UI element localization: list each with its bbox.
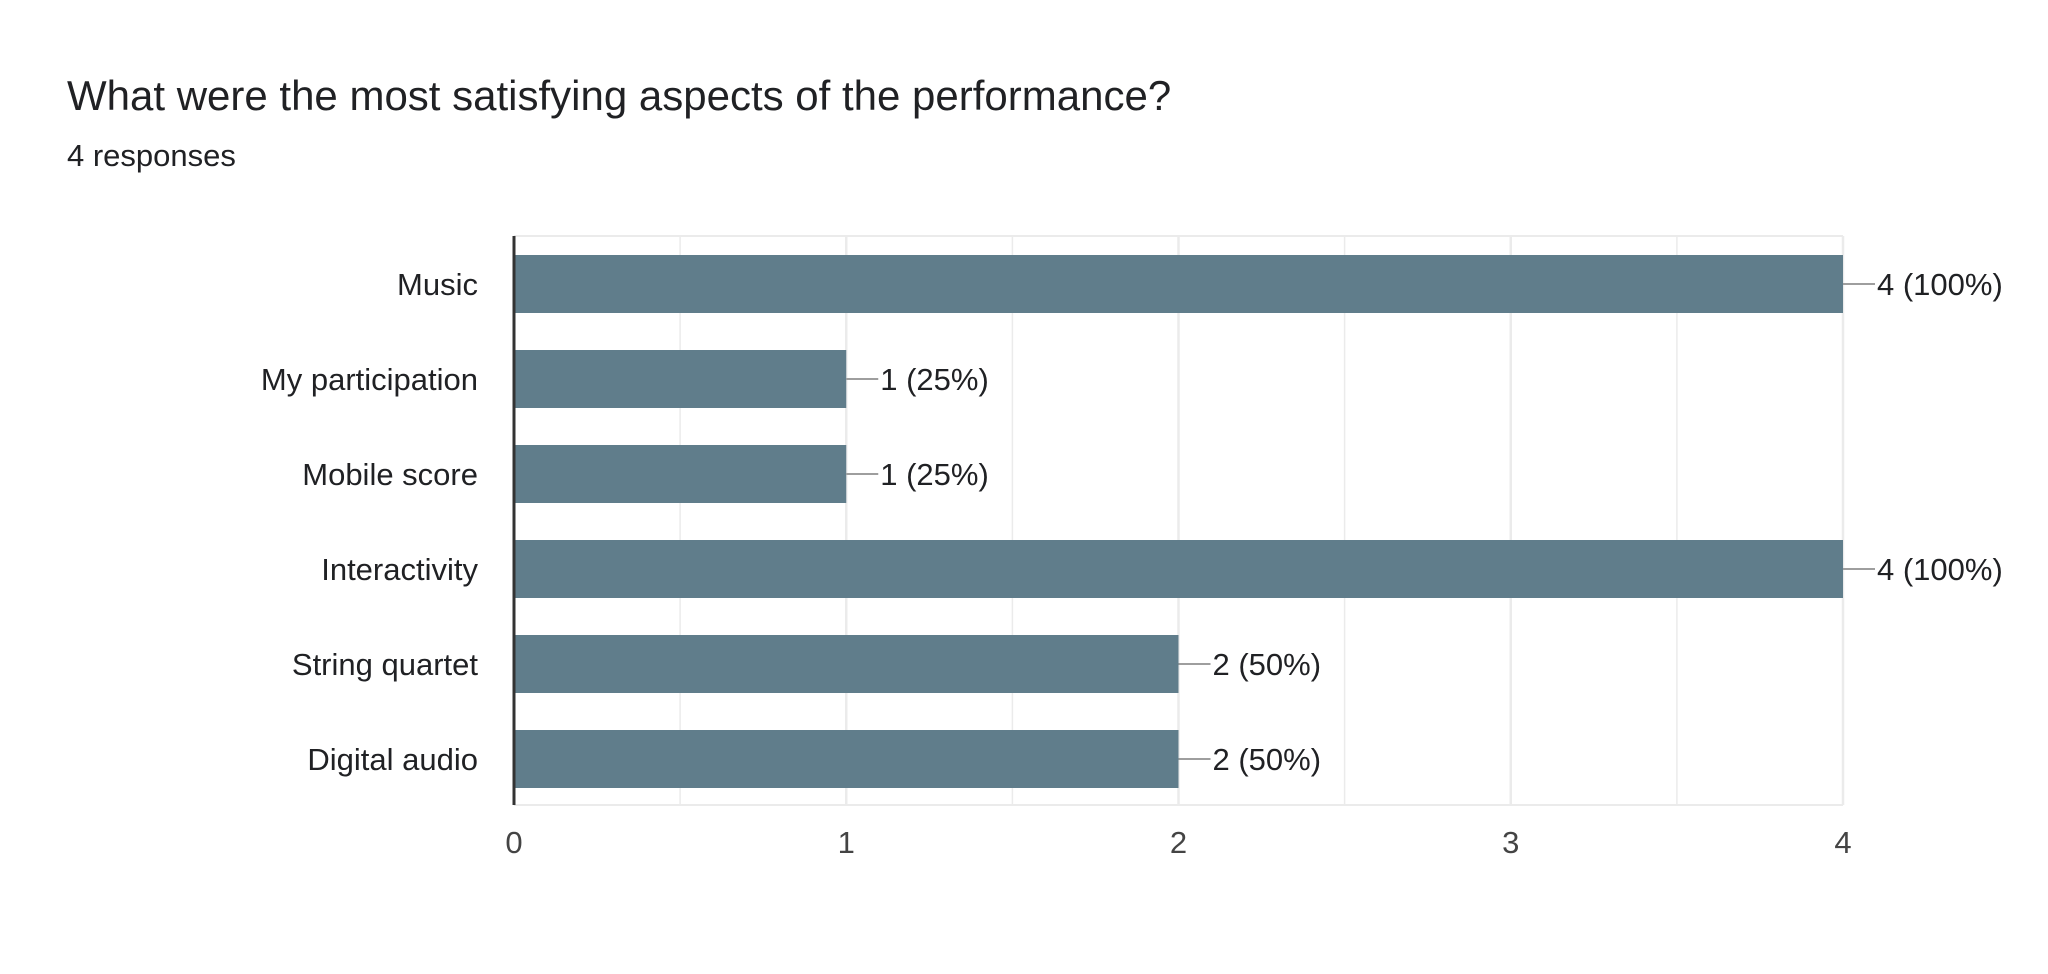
bar-music (514, 255, 1843, 313)
category-label: Interactivity (321, 552, 478, 587)
x-tick-label: 0 (505, 825, 522, 860)
bar-string-quartet (514, 635, 1179, 693)
category-label: String quartet (292, 647, 478, 682)
x-tick-label: 2 (1170, 825, 1187, 860)
data-label: 4 (100%) (1877, 552, 2003, 587)
x-tick-label: 1 (838, 825, 855, 860)
data-label: 2 (50%) (1213, 647, 1322, 682)
bar-digital-audio (514, 730, 1179, 788)
bar-interactivity (514, 540, 1843, 598)
category-label: Digital audio (307, 742, 478, 777)
category-label: My participation (261, 362, 478, 397)
data-label: 1 (25%) (880, 457, 989, 492)
bar-my-participation (514, 350, 847, 408)
x-tick-label: 3 (1502, 825, 1519, 860)
bar-mobile-score (514, 445, 847, 503)
category-label: Mobile score (302, 457, 478, 492)
question-title: What were the most satisfying aspects of… (67, 72, 1172, 119)
data-label: 2 (50%) (1213, 742, 1322, 777)
data-label: 4 (100%) (1877, 267, 2003, 302)
response-count: 4 responses (67, 138, 236, 173)
category-label: Music (397, 267, 478, 302)
data-label: 1 (25%) (880, 362, 989, 397)
x-tick-label: 4 (1834, 825, 1851, 860)
